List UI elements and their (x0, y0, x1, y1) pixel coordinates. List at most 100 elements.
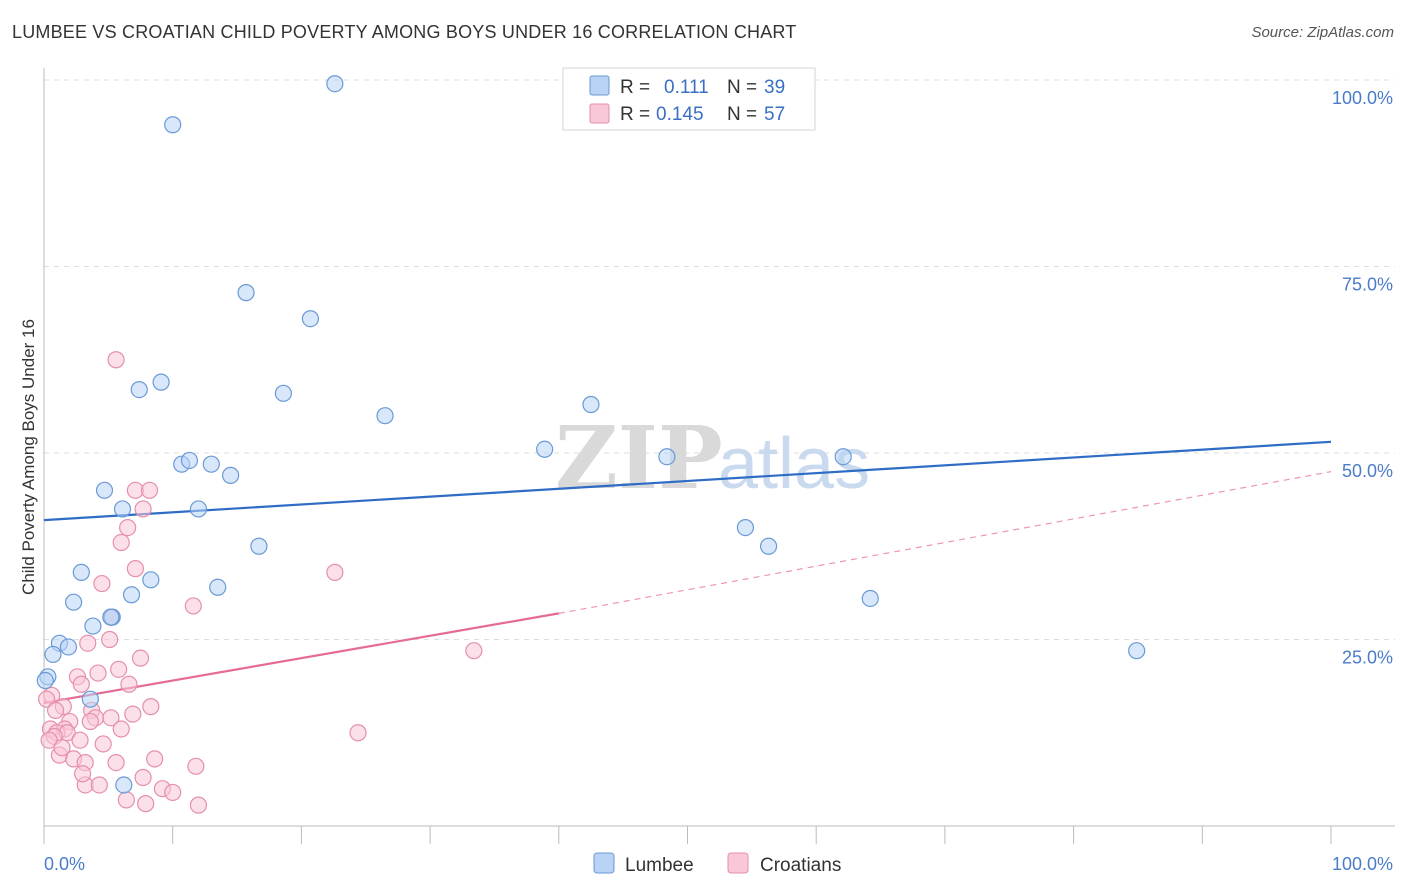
data-point-croatians (189, 796, 208, 814)
y-tick-label: 25.0% (1342, 648, 1393, 668)
data-point-croatians (137, 795, 155, 813)
data-point-lumbee (84, 617, 102, 635)
bottom-legend-label-croatians: Croatians (760, 855, 841, 876)
data-point-croatians (40, 731, 58, 749)
data-point-lumbee (130, 380, 148, 399)
y-tick-label: 50.0% (1342, 461, 1393, 481)
x-tick-label: 0.0% (44, 854, 85, 874)
data-point-croatians (79, 634, 97, 652)
data-point-croatians (126, 560, 144, 578)
data-point-croatians (120, 675, 138, 693)
data-point-lumbee (142, 571, 160, 589)
data-point-lumbee (250, 537, 268, 555)
bottom-legend-swatch-lumbee (593, 852, 615, 874)
data-point-croatians (72, 675, 90, 693)
data-point-lumbee (44, 645, 62, 664)
data-point-lumbee (65, 593, 83, 611)
data-point-lumbee (536, 440, 554, 458)
legend-bottom: Lumbee Croatians (593, 852, 841, 876)
data-point-croatians (110, 660, 128, 678)
legend-r-value-croatians: 0.145 (656, 104, 704, 125)
data-point-croatians (134, 768, 152, 787)
data-point-lumbee (102, 608, 120, 626)
data-point-croatians (53, 739, 71, 757)
data-point-lumbee (376, 407, 394, 425)
data-point-lumbee (222, 466, 240, 484)
data-point-lumbee (59, 638, 78, 656)
data-point-croatians (74, 765, 92, 783)
data-point-croatians (89, 664, 107, 682)
y-tick-label: 100.0% (1332, 88, 1393, 108)
legend-r-value-lumbee: 0.111 (664, 77, 709, 98)
data-point-lumbee (658, 448, 676, 466)
data-point-croatians (46, 701, 65, 719)
legend-top: R = 0.111 N = 39 R = 0.145 N = 57 (562, 67, 816, 131)
data-point-croatians (93, 574, 111, 593)
data-point-croatians (71, 731, 89, 749)
data-point-croatians (164, 783, 182, 802)
data-point-croatians (124, 705, 142, 723)
data-point-croatians (119, 518, 137, 537)
data-point-lumbee (759, 537, 778, 555)
legend-r-label-lumbee: R = (620, 77, 650, 98)
trend-line-croatians (43, 612, 559, 704)
y-tick-label: 75.0% (1342, 275, 1393, 295)
data-point-lumbee (202, 455, 220, 473)
x-tick-label: 100.0% (1332, 854, 1393, 874)
legend-n-label-lumbee: N = (727, 77, 757, 98)
data-point-croatians (146, 750, 164, 768)
axis-layer (43, 68, 1395, 844)
data-point-lumbee (164, 116, 182, 134)
trend-line-lumbee (43, 440, 1332, 522)
bottom-legend-swatch-croatians (727, 852, 749, 874)
data-point-lumbee (180, 451, 199, 470)
legend-r-label-croatians: R = (620, 104, 650, 125)
data-point-lumbee (861, 589, 879, 608)
legend-swatch-lumbee (589, 75, 610, 96)
data-point-croatians (101, 630, 119, 649)
tick-labels: 25.0% 50.0% 75.0% 100.0% 0.0% 100.0% (44, 88, 1393, 874)
grid-layer (44, 79, 1395, 640)
legend-n-value-lumbee: 39 (764, 77, 785, 98)
data-point-croatians (187, 757, 205, 775)
data-point-croatians (112, 720, 130, 738)
chart-source: Source: ZipAtlas.com (1251, 24, 1394, 41)
data-point-lumbee (122, 586, 141, 604)
data-point-lumbee (189, 500, 208, 518)
data-point-croatians (349, 724, 367, 742)
data-point-lumbee (152, 373, 170, 391)
data-point-croatians (131, 649, 150, 667)
data-point-lumbee (209, 578, 227, 596)
data-point-croatians (37, 690, 56, 708)
data-point-croatians (112, 533, 130, 552)
data-point-croatians (184, 597, 202, 615)
points-layer (36, 75, 1146, 814)
data-point-lumbee (736, 518, 755, 537)
data-point-lumbee (582, 395, 600, 414)
watermark-zip: ZIP (555, 408, 723, 509)
y-axis-label: Child Poverty Among Boys Under 16 (19, 319, 38, 595)
data-point-lumbee (301, 310, 320, 328)
legend-swatch-croatians (589, 103, 610, 124)
watermark: ZIP atlas (555, 408, 870, 509)
data-point-croatians (90, 776, 108, 794)
legend-n-label-croatians: N = (727, 104, 757, 125)
data-point-lumbee (237, 284, 255, 302)
bottom-legend-label-lumbee: Lumbee (625, 855, 694, 876)
trend-extension-croatians (558, 471, 1332, 614)
data-point-croatians (140, 481, 159, 499)
data-point-lumbee (72, 563, 90, 581)
data-point-croatians (107, 351, 125, 369)
data-point-croatians (142, 698, 160, 716)
data-point-croatians (107, 753, 125, 772)
chart-title: LUMBEE VS CROATIAN CHILD POVERTY AMONG B… (12, 22, 797, 42)
data-point-croatians (94, 735, 112, 753)
data-point-lumbee (326, 75, 344, 93)
data-point-croatians (102, 709, 120, 727)
data-point-croatians (326, 563, 344, 581)
data-point-lumbee (36, 671, 54, 690)
data-point-croatians (117, 791, 135, 809)
data-point-lumbee (81, 690, 99, 708)
data-point-croatians (465, 642, 483, 660)
